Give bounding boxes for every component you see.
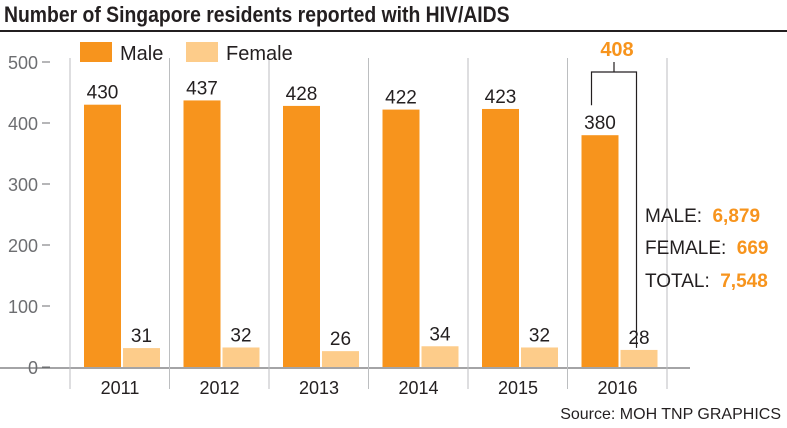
summary-female: FEMALE: 669	[645, 238, 768, 259]
male-value-label: 437	[186, 78, 218, 99]
bar-female	[421, 346, 459, 367]
bar-male	[382, 109, 420, 367]
bar-female	[620, 349, 658, 367]
total-2016-label: 408	[600, 39, 633, 61]
summary-total-key: TOTAL:	[645, 271, 710, 292]
female-value-label: 31	[131, 326, 152, 347]
bar-female	[322, 351, 359, 367]
x-tick-label: 2014	[398, 378, 438, 398]
bars-layer	[84, 100, 658, 368]
male-value-label: 430	[87, 83, 119, 104]
y-tick-label: 400	[8, 114, 38, 134]
y-tick-label: 100	[8, 297, 38, 317]
legend-male-swatch	[80, 42, 112, 62]
bar-female	[521, 347, 558, 367]
x-tick-label: 2016	[597, 378, 637, 398]
bar-female	[123, 348, 160, 367]
title-rule	[0, 30, 787, 32]
male-value-label: 423	[485, 87, 517, 108]
x-tick-label: 2012	[199, 378, 239, 398]
female-value-label: 32	[230, 325, 251, 346]
female-value-label: 32	[529, 325, 550, 346]
female-value-label: 34	[429, 324, 451, 345]
summary-female-key: FEMALE:	[645, 238, 726, 259]
bar-male	[183, 100, 221, 368]
bar-male	[482, 108, 519, 367]
x-tick-label: 2011	[101, 378, 140, 398]
source-credit: Source: MOH TNP GRAPHICS	[560, 406, 781, 423]
summary-total-value: 7,548	[720, 271, 768, 292]
annotation-layer: 408	[590, 39, 638, 348]
y-tick-label: 300	[8, 175, 38, 195]
bar-male	[283, 105, 320, 368]
bar-male	[84, 104, 121, 367]
y-tick-label: 200	[8, 236, 38, 256]
x-tick-label: 2013	[299, 378, 339, 398]
legend-male-label: Male	[120, 43, 163, 65]
summary-male-key: MALE:	[645, 206, 702, 227]
summary-male-value: 6,879	[712, 206, 760, 227]
female-value-label: 26	[330, 329, 351, 350]
legend-female-swatch	[186, 42, 218, 62]
y-tick-label: 500	[8, 53, 38, 73]
total-2016-bracket	[590, 62, 638, 348]
x-tick-label: 2015	[498, 378, 538, 398]
summary-total: TOTAL: 7,548	[645, 271, 768, 292]
male-value-label: 422	[385, 88, 417, 109]
summary-female-value: 669	[737, 238, 769, 259]
male-value-label: 380	[584, 113, 616, 134]
summary-layer: MALE: 6,879 FEMALE: 669 TOTAL: 7,548	[645, 206, 768, 292]
male-value-label: 428	[286, 84, 318, 105]
chart-title: Number of Singapore residents reported w…	[4, 2, 510, 27]
labels-layer: 430 31 2011 437 32 2012 428 26 2013 422 34 2014 423 3…	[87, 78, 650, 398]
legend-female-label: Female	[226, 43, 293, 65]
legend-layer: Male Female	[80, 42, 293, 65]
bar-male	[581, 135, 619, 367]
female-value-label: 28	[628, 328, 649, 349]
summary-male: MALE: 6,879	[645, 206, 760, 227]
bar-female	[222, 347, 260, 367]
